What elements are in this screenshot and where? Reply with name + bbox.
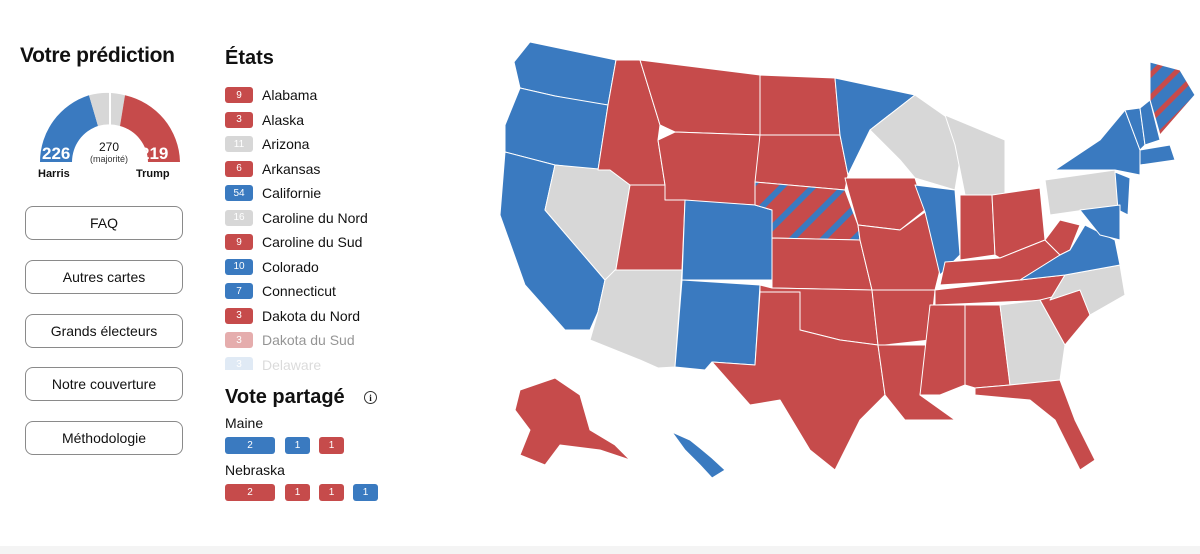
state-name: Californie [262,185,322,201]
state-row-colorado[interactable]: 10 Colorado [225,257,319,277]
state-votes-badge: 54 [225,185,253,201]
majority-label: (majorité) [89,154,128,164]
bottom-divider [0,546,1200,554]
state-votes-badge: 9 [225,87,253,103]
state-alaska[interactable] [514,377,631,466]
state-maryland[interactable] [1079,204,1121,241]
state-votes-badge: 6 [225,160,253,177]
state-votes-badge: 11 [225,136,253,152]
state-name: Caroline du Sud [262,234,363,250]
maine-badge-district-1[interactable]: 1 [285,437,310,454]
state-row-arizona[interactable]: 11 Arizona [225,134,309,154]
state-name: Alaska [262,111,305,128]
state-votes-badge: 9 [225,234,253,250]
state-massachusetts[interactable] [1139,144,1176,166]
gauge-tossup-segment [89,92,125,126]
state-votes-badge: 10 [225,258,253,275]
state-row-alaska[interactable]: 3 Alaska [225,110,304,130]
state-new-mexico[interactable] [674,279,761,371]
us-electoral-map[interactable] [430,25,1200,525]
trump-label: Trump [136,168,170,180]
info-icon[interactable]: i [364,391,377,404]
state-arizona[interactable] [589,269,683,369]
harris-votes: 226 [42,144,71,163]
state-row-connecticut[interactable]: 7 Connecticut [225,281,336,301]
state-name: Connecticut [262,283,336,299]
state-missouri[interactable] [857,211,941,291]
nebraska-badge-statewide[interactable]: 2 [225,484,275,501]
state-name: Caroline du Nord [262,209,368,226]
nebraska-label: Nebraska [225,462,285,478]
gauge-trump-segment [120,95,180,162]
state-arkansas[interactable] [871,289,936,346]
state-row-delaware[interactable]: 3 Delaware [225,355,322,371]
state-name: Delaware [262,356,322,371]
state-name: Arizona [262,136,310,152]
faq-button[interactable]: FAQ [25,206,183,240]
state-row-arkansas[interactable]: 6 Arkansas [225,159,320,179]
maine-badge-statewide[interactable]: 2 [225,437,275,454]
state-texas[interactable] [711,291,886,471]
other-maps-button[interactable]: Autres cartes [25,260,183,294]
states-title: États [225,47,274,69]
harris-label: Harris [38,168,70,180]
state-name: Dakota du Nord [262,307,361,324]
state-row-caroline-du-sud[interactable]: 9 Caroline du Sud [225,232,362,252]
maine-label: Maine [225,415,264,431]
state-name: Arkansas [262,160,321,177]
state-list[interactable]: 9 Alabama 3 Alaska 11 Arizona 6 Arkansas… [225,85,425,370]
state-votes-badge: 3 [225,332,253,348]
state-south-dakota[interactable] [754,134,849,191]
state-votes-badge: 7 [225,283,253,299]
methodology-button[interactable]: Méthodologie [25,421,183,455]
state-colorado[interactable] [681,199,773,281]
trump-votes: 219 [140,144,169,163]
state-kansas[interactable] [771,237,873,291]
state-wyoming[interactable] [657,131,761,206]
state-row-caroline-du-nord[interactable]: 16 Caroline du Nord [225,208,368,228]
state-name: Dakota du Sud [262,332,355,348]
prediction-gauge: 226 219 270 (majorité) Harris Trump [30,92,190,187]
electors-button[interactable]: Grands électeurs [25,314,183,348]
nebraska-badge-district-3[interactable]: 1 [353,484,378,501]
state-mississippi[interactable] [919,304,966,396]
nebraska-badge-district-1[interactable]: 1 [285,484,310,501]
prediction-title: Votre prédiction [20,44,175,67]
state-row-alabama[interactable]: 9 Alabama [225,85,317,105]
gauge-harris-segment [40,95,98,162]
maine-badge-district-2[interactable]: 1 [319,437,344,454]
state-name: Alabama [262,87,318,103]
state-new-hampshire[interactable] [1139,99,1161,146]
state-row-dakota-du-nord[interactable]: 3 Dakota du Nord [225,306,360,326]
state-maine[interactable] [1149,61,1196,136]
state-row-dakota-du-sud[interactable]: 3 Dakota du Sud [225,330,355,350]
state-new-york[interactable] [1054,109,1141,176]
state-west-virginia[interactable] [1044,219,1081,256]
state-votes-badge: 3 [225,307,253,324]
state-votes-badge: 16 [225,209,253,226]
split-vote-title: Vote partagé [225,386,345,408]
state-votes-badge: 3 [225,111,253,128]
state-florida[interactable] [974,379,1096,471]
sidebar: Votre prédiction 226 219 270 (majorité) … [0,0,210,554]
state-votes-badge: 3 [225,356,253,370]
gauge-arc [40,92,180,162]
state-name: Colorado [262,258,319,275]
state-minnesota[interactable] [834,77,916,176]
state-new-jersey[interactable] [1114,171,1131,216]
majority-number: 270 [98,140,120,154]
state-hawaii[interactable] [671,431,726,479]
state-indiana[interactable] [959,194,996,261]
state-north-dakota[interactable] [759,74,841,136]
nebraska-badge-district-2[interactable]: 1 [319,484,344,501]
coverage-button[interactable]: Notre couverture [25,367,183,401]
state-row-californie[interactable]: 54 Californie [225,183,321,203]
state-georgia[interactable] [999,299,1066,386]
